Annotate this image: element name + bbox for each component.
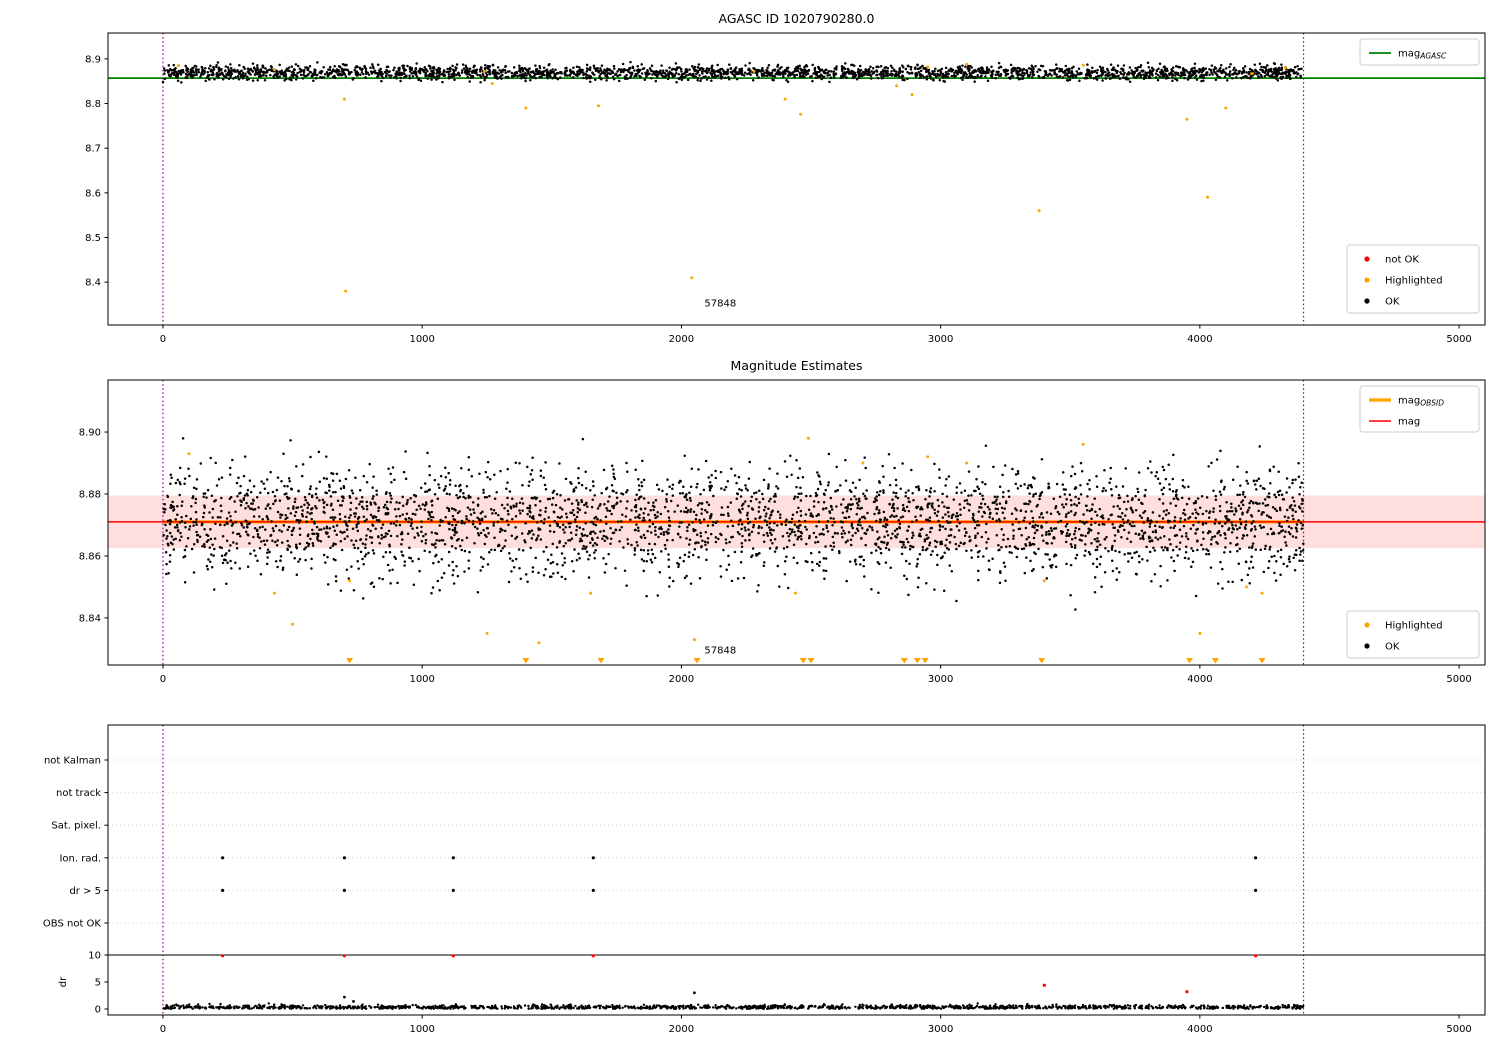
axes-frame [107, 724, 1486, 1016]
flag-row-label: not track [56, 788, 101, 799]
x-tick-label: 2000 [669, 674, 694, 685]
legend-label: magOBSID [1398, 396, 1444, 408]
dr-not-ok-points [221, 954, 1258, 994]
legend: magOBSID mag [1359, 385, 1480, 433]
x-tick-label: 1000 [409, 334, 434, 345]
y-tick-label: 8.86 [79, 551, 101, 562]
scatter-ok-points [162, 437, 1305, 611]
flag-row-label: Sat. pixel. [51, 821, 101, 832]
legend-marker-sample [1364, 277, 1370, 283]
dr-ok-points [162, 991, 1305, 1010]
scatter-highlighted-points [187, 436, 1264, 645]
clipped-low-marker [1211, 658, 1219, 664]
x-tick-label: 1000 [409, 1024, 434, 1035]
dr-axis-label: dr [58, 976, 69, 987]
axes-frame [107, 32, 1486, 326]
plot-title: Magnitude Estimates [731, 358, 863, 373]
clipped-low-marker [693, 658, 701, 664]
y-tick-label: 8.90 [79, 428, 101, 439]
x-tick-label: 0 [160, 674, 166, 685]
x-tick-label: 0 [160, 1024, 166, 1035]
clipped-low-marker [913, 658, 921, 664]
obsid-annotation: 57848 [704, 646, 736, 657]
flag-row-label: dr > 5 [69, 886, 101, 897]
clipped-low-marker [799, 658, 807, 664]
x-tick-label: 2000 [669, 1024, 694, 1035]
clipped-low-marker [900, 658, 908, 664]
flag-points [221, 856, 1258, 893]
dr-tick-label: 0 [95, 1005, 101, 1016]
plot-title: AGASC ID 1020790280.0 [719, 11, 875, 26]
legend-label: OK [1385, 642, 1400, 653]
x-tick-label: 5000 [1446, 1024, 1471, 1035]
legend-label: mag [1398, 417, 1420, 428]
legend-marker-sample [1364, 643, 1370, 649]
x-tick-label: 3000 [928, 334, 953, 345]
y-tick-label: 8.7 [85, 144, 101, 155]
y-tick-label: 8.88 [79, 490, 101, 501]
legend: not OK Highlighted OK [1346, 244, 1480, 314]
scatter-highlighted-points [177, 62, 1287, 293]
legend-label: magAGASC [1398, 49, 1447, 61]
clipped-low-marker [522, 658, 530, 664]
y-tick-label: 8.84 [79, 613, 101, 624]
x-tick-label: 4000 [1187, 1024, 1212, 1035]
y-tick-label: 8.8 [85, 99, 101, 110]
legend-label: OK [1385, 297, 1400, 308]
plot-quality-flags: 0 1000 2000 3000 4000 5000 not Kalman not track… [43, 724, 1486, 1035]
y-tick-label: 8.4 [85, 278, 101, 289]
clipped-low-marker [807, 658, 815, 664]
legend-box [1346, 610, 1480, 659]
flag-row-label: Ion. rad. [59, 853, 101, 864]
flag-row-label: OBS not OK [43, 919, 102, 930]
legend-marker-sample [1364, 622, 1370, 628]
x-tick-label: 5000 [1446, 334, 1471, 345]
axes-frame [107, 379, 1486, 666]
clipped-low-marker [1185, 658, 1193, 664]
scatter-ok-points [161, 60, 1303, 84]
x-tick-label: 3000 [928, 1024, 953, 1035]
legend-marker-sample [1364, 298, 1370, 304]
clipped-low-marker [921, 658, 929, 664]
clipped-low-marker [1258, 658, 1266, 664]
clipped-low-marker [597, 658, 605, 664]
legend-label: Highlighted [1385, 276, 1443, 287]
legend: Highlighted OK [1346, 610, 1480, 659]
x-tick-label: 2000 [669, 334, 694, 345]
x-tick-label: 0 [160, 334, 166, 345]
y-tick-label: 8.9 [85, 54, 101, 65]
dr-tick-label: 5 [95, 978, 101, 989]
x-tick-label: 1000 [409, 674, 434, 685]
plot-magnitude-estimates: 57848 0 1000 2000 3000 4000 5000 8.84 8.86 8.88 8.… [79, 358, 1486, 685]
legend-label: Highlighted [1385, 621, 1443, 632]
plot-agasc-mags: 57848 0 1000 2000 3000 4000 5000 8.4 8.5 8.6 8.7 8.… [85, 11, 1486, 345]
x-tick-label: 4000 [1187, 334, 1212, 345]
x-tick-label: 5000 [1446, 674, 1471, 685]
x-tick-label: 3000 [928, 674, 953, 685]
legend-label: not OK [1385, 255, 1419, 266]
y-tick-label: 8.5 [85, 233, 101, 244]
legend-marker-sample [1364, 256, 1370, 262]
y-tick-label: 8.6 [85, 188, 101, 199]
dr-tick-label: 10 [88, 951, 101, 962]
obsid-annotation: 57848 [704, 299, 736, 310]
legend: magAGASC [1359, 38, 1480, 66]
clipped-low-marker [346, 658, 354, 664]
clipped-low-marker [1038, 658, 1046, 664]
flag-row-label: not Kalman [44, 756, 101, 767]
x-tick-label: 4000 [1187, 674, 1212, 685]
legend-box [1359, 38, 1480, 66]
legend-box [1346, 244, 1480, 314]
